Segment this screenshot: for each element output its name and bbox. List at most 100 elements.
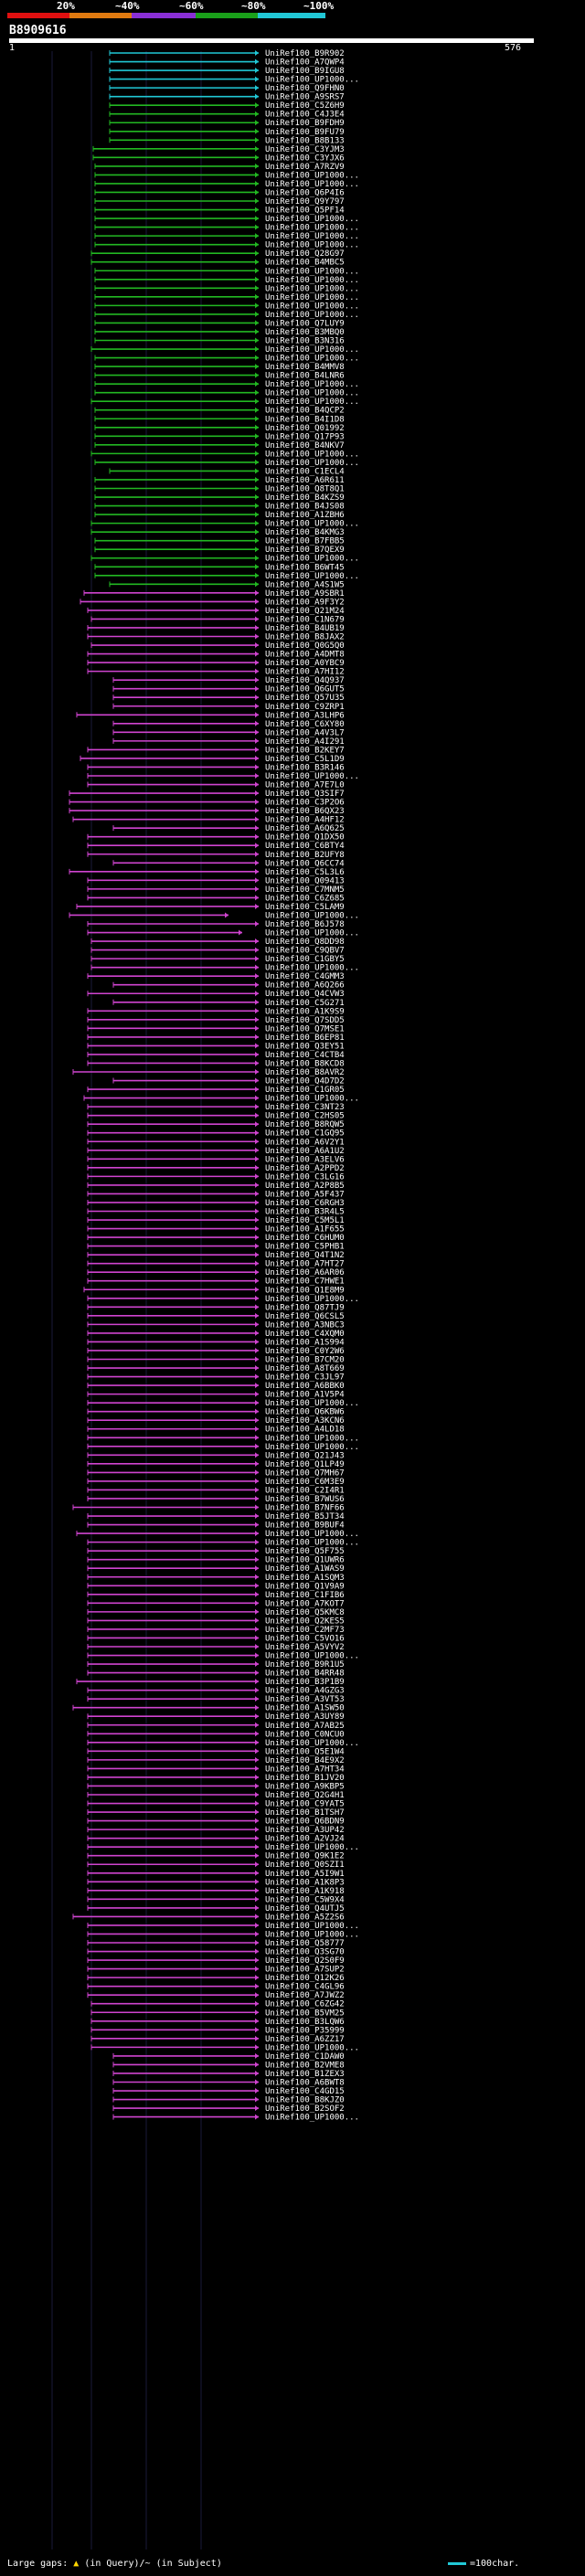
hit-label[interactable]: UniRef100_UP1000... [265, 459, 359, 468]
hit-row[interactable]: UniRef100_UP1000... [109, 76, 359, 85]
hit-row[interactable]: UniRef100_B4KZS9 [94, 493, 345, 503]
hit-label[interactable]: UniRef100_Q17P93 [265, 432, 345, 441]
hit-row[interactable]: UniRef100_B4QCP2 [94, 407, 345, 416]
hit-label[interactable]: UniRef100_Q09413 [265, 876, 345, 885]
hit-label[interactable]: UniRef100_C1N679 [265, 615, 345, 624]
hit-row[interactable]: UniRef100_UP1000... [69, 911, 359, 920]
hit-row[interactable]: UniRef100_UP1000... [83, 1095, 359, 1104]
hit-row[interactable]: UniRef100_Q6BDN9 [87, 1818, 345, 1827]
hit-label[interactable]: UniRef100_Q1UWR6 [265, 1556, 345, 1565]
hit-label[interactable]: UniRef100_B8KJZ0 [265, 2096, 345, 2105]
hit-row[interactable]: UniRef100_C6ZG42 [90, 2000, 345, 2009]
hit-row[interactable]: UniRef100_A1K918 [87, 1887, 345, 1896]
hit-row[interactable]: UniRef100_A7HI12 [87, 668, 345, 677]
hit-row[interactable]: UniRef100_A7JWZ2 [87, 1991, 345, 2000]
hit-label[interactable]: UniRef100_A1K8P3 [265, 1878, 345, 1887]
hit-label[interactable]: UniRef100_B7WUS6 [265, 1495, 345, 1504]
hit-row[interactable]: UniRef100_A8T669 [87, 1364, 345, 1373]
hit-row[interactable]: UniRef100_Q4CVW3 [87, 990, 345, 999]
hit-label[interactable]: UniRef100_A5Z2S6 [265, 1913, 345, 1922]
hit-row[interactable]: UniRef100_A4LD18 [87, 1426, 345, 1435]
hit-label[interactable]: UniRef100_UP1000... [265, 1434, 359, 1443]
hit-label[interactable]: UniRef100_C6Z685 [265, 894, 345, 903]
hit-label[interactable]: UniRef100_C0NCU0 [265, 1730, 345, 1739]
hit-row[interactable]: UniRef100_Q0SZI1 [87, 1860, 345, 1870]
hit-row[interactable]: UniRef100_B9R902 [109, 49, 345, 58]
hit-row[interactable]: UniRef100_Q6P4I6 [94, 188, 345, 197]
hit-label[interactable]: UniRef100_C3YJX6 [265, 154, 345, 163]
hit-row[interactable]: UniRef100_UP1000... [87, 1843, 359, 1852]
hit-row[interactable]: UniRef100_C1GBY5 [90, 955, 345, 964]
hit-label[interactable]: UniRef100_C1DAW0 [265, 2052, 345, 2062]
hit-label[interactable]: UniRef100_A1K9S9 [265, 1007, 345, 1016]
hit-row[interactable]: UniRef100_Q2G4H1 [87, 1791, 345, 1800]
hit-row[interactable]: UniRef100_UP1000... [94, 572, 359, 581]
hit-label[interactable]: UniRef100_C9QBV7 [265, 947, 345, 956]
hit-row[interactable]: UniRef100_UP1000... [87, 1922, 359, 1931]
hit-row[interactable]: UniRef100_C6RGH3 [87, 1199, 345, 1208]
hit-label[interactable]: UniRef100_UP1000... [265, 276, 359, 285]
hit-row[interactable]: UniRef100_A9KBP5 [87, 1782, 345, 1791]
hit-label[interactable]: UniRef100_Q6CC74 [265, 859, 345, 868]
hit-row[interactable]: UniRef100_B2VME8 [112, 2061, 345, 2070]
hit-label[interactable]: UniRef100_A7AB25 [265, 1722, 345, 1731]
hit-label[interactable]: UniRef100_UP1000... [265, 964, 359, 973]
hit-row[interactable]: UniRef100_C5W9X4 [87, 1895, 345, 1904]
hit-row[interactable]: UniRef100_B7WUS6 [87, 1495, 345, 1504]
hit-row[interactable]: UniRef100_A5Z2S6 [72, 1913, 345, 1922]
hit-row[interactable]: UniRef100_Q7MSE1 [87, 1024, 345, 1034]
hit-label[interactable]: UniRef100_A6BWT8 [265, 2078, 345, 2087]
hit-row[interactable]: UniRef100_B6QX23 [69, 807, 345, 816]
hit-row[interactable]: UniRef100_B8JAX2 [87, 633, 345, 642]
hit-row[interactable]: UniRef100_UP1000... [94, 293, 359, 302]
hit-row[interactable]: UniRef100_A4GZG3 [87, 1687, 345, 1696]
hit-row[interactable]: UniRef100_A3VT53 [87, 1695, 345, 1704]
hit-row[interactable]: UniRef100_Q17P93 [94, 432, 345, 441]
hit-label[interactable]: UniRef100_A3ELV6 [265, 1155, 345, 1164]
hit-row[interactable]: UniRef100_B4KMG3 [90, 528, 345, 537]
hit-label[interactable]: UniRef100_UP1000... [265, 1930, 359, 1939]
hit-label[interactable]: UniRef100_A9SBR1 [265, 589, 345, 599]
hit-row[interactable]: UniRef100_C9YAT5 [87, 1800, 345, 1809]
hit-row[interactable]: UniRef100_Q1V9A9 [87, 1582, 345, 1591]
hit-label[interactable]: UniRef100_Q4UTJ5 [265, 1904, 345, 1913]
hit-row[interactable]: UniRef100_B6EP81 [87, 1034, 345, 1043]
hit-label[interactable]: UniRef100_C4J3E4 [265, 111, 345, 120]
hit-row[interactable]: UniRef100_C4CTB4 [87, 1051, 345, 1060]
hit-label[interactable]: UniRef100_UP1000... [265, 1530, 359, 1539]
hit-row[interactable]: UniRef100_B4LNR6 [94, 372, 345, 381]
hit-row[interactable]: UniRef100_A5F437 [87, 1190, 345, 1199]
hit-label[interactable]: UniRef100_B1TSH7 [265, 1808, 345, 1818]
hit-row[interactable]: UniRef100_UP1000... [94, 355, 359, 364]
hit-row[interactable]: UniRef100_A5VYV2 [87, 1643, 345, 1652]
hit-row[interactable]: UniRef100_UP1000... [94, 232, 359, 241]
hit-label[interactable]: UniRef100_Q21J43 [265, 1451, 345, 1460]
hit-row[interactable]: UniRef100_C1ECL4 [109, 467, 345, 476]
hit-row[interactable]: UniRef100_A1V5P4 [87, 1391, 345, 1400]
hit-row[interactable]: UniRef100_Q7MH67 [87, 1468, 345, 1478]
hit-label[interactable]: UniRef100_B4I1D8 [265, 415, 345, 424]
hit-label[interactable]: UniRef100_Q2KES5 [265, 1617, 345, 1626]
hit-label[interactable]: UniRef100_Q3SG70 [265, 1948, 345, 1957]
hit-label[interactable]: UniRef100_B6QX23 [265, 807, 345, 816]
hit-label[interactable]: UniRef100_A4DMT8 [265, 651, 345, 660]
hit-label[interactable]: UniRef100_C3LG16 [265, 1172, 345, 1182]
hit-row[interactable]: UniRef100_UP1000... [94, 241, 359, 250]
hit-label[interactable]: UniRef100_B8JAX2 [265, 633, 345, 642]
hit-row[interactable]: UniRef100_C4J3E4 [109, 111, 345, 120]
hit-label[interactable]: UniRef100_A9F3Y2 [265, 598, 345, 607]
hit-row[interactable]: UniRef100_UP1000... [87, 772, 359, 781]
hit-row[interactable]: UniRef100_B4UB19 [87, 624, 345, 633]
hit-label[interactable]: UniRef100_UP1000... [265, 241, 359, 250]
hit-label[interactable]: UniRef100_A3VT53 [265, 1695, 345, 1704]
hit-label[interactable]: UniRef100_B4KZS9 [265, 493, 345, 503]
hit-label[interactable]: UniRef100_UP1000... [265, 555, 359, 564]
hit-label[interactable]: UniRef100_Q8T8Q1 [265, 485, 345, 494]
hit-row[interactable]: UniRef100_A2VJ24 [87, 1835, 345, 1844]
hit-row[interactable]: UniRef100_UP1000... [87, 1434, 359, 1443]
hit-label[interactable]: UniRef100_Q87TJ9 [265, 1303, 345, 1312]
hit-row[interactable]: UniRef100_Q8DD98 [90, 938, 345, 947]
hit-label[interactable]: UniRef100_C5L1D9 [265, 755, 345, 764]
hit-label[interactable]: UniRef100_A7KOT7 [265, 1599, 345, 1608]
hit-label[interactable]: UniRef100_C9ZRP1 [265, 703, 345, 712]
